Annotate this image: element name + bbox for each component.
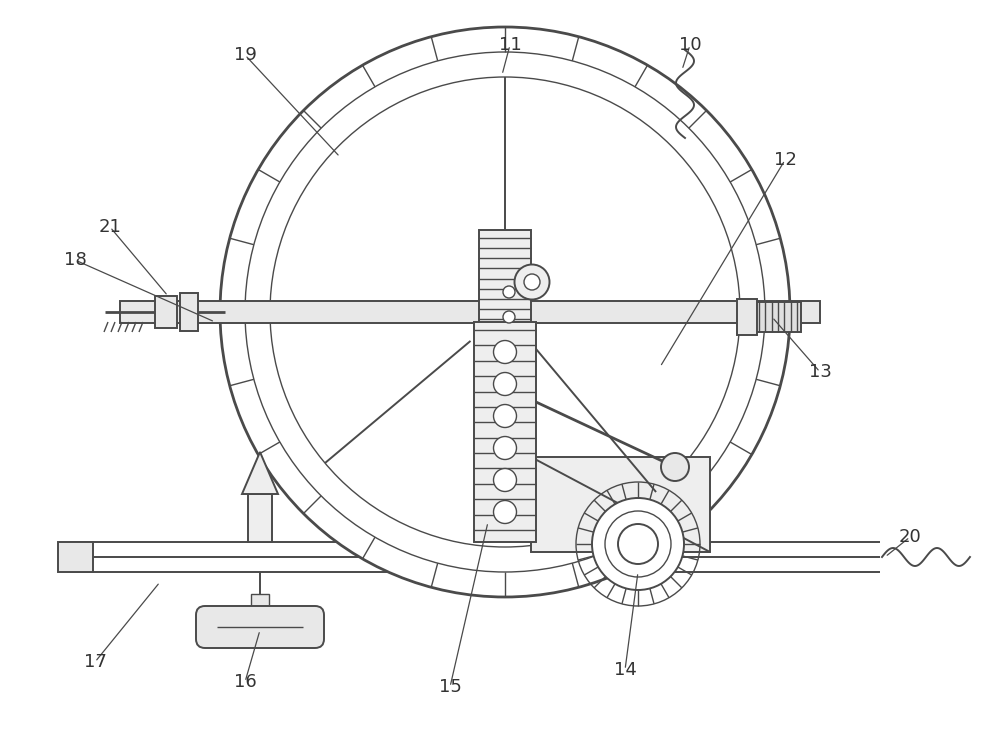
Bar [120,301,820,323]
Circle shape [661,453,689,481]
Text: 20: 20 [899,528,921,546]
Text: 14: 14 [614,661,636,679]
Text: 17: 17 [84,653,106,671]
Text: 15: 15 [439,678,461,696]
Circle shape [503,311,515,323]
Bar [755,302,801,332]
Circle shape [494,436,516,459]
Bar [155,296,177,328]
Circle shape [494,501,516,524]
Text: 16: 16 [234,673,256,691]
Circle shape [503,286,515,298]
Circle shape [494,341,516,364]
Text: 19: 19 [234,46,256,64]
Bar [479,230,531,327]
Circle shape [524,274,540,290]
Circle shape [494,404,516,427]
Text: 10: 10 [679,36,701,54]
Polygon shape [531,457,710,552]
Bar [180,293,198,331]
Bar [248,494,272,542]
Bar [737,299,757,335]
FancyBboxPatch shape [196,606,324,648]
Polygon shape [242,452,278,494]
Circle shape [220,27,790,597]
Bar [474,322,536,542]
Bar [58,542,93,572]
Bar [251,594,269,622]
Text: 11: 11 [499,36,521,54]
Circle shape [618,524,658,564]
Text: 21: 21 [99,218,121,236]
Text: 12: 12 [774,151,796,169]
Circle shape [494,372,516,395]
Circle shape [592,498,684,590]
Text: 13: 13 [809,363,831,381]
Circle shape [514,264,549,300]
Text: 18: 18 [64,251,86,269]
Circle shape [494,468,516,491]
